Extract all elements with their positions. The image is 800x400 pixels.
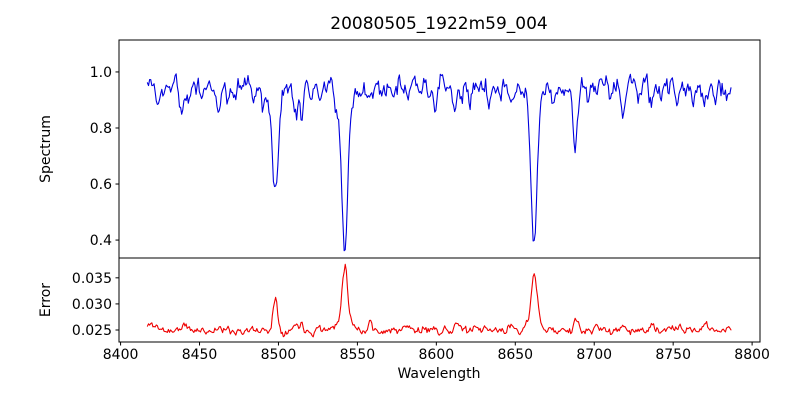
spectrum-line [146, 73, 732, 252]
x-tick-label: 8550 [340, 347, 376, 363]
error-panel-frame [118, 257, 761, 343]
ticks-layer [115, 71, 753, 346]
spectrum-y-tick-label: 0.4 [90, 233, 112, 249]
error-y-tick-label: 0.025 [72, 323, 112, 339]
y-axis-label-spectrum: Spectrum [38, 115, 54, 183]
x-tick-label: 8800 [734, 347, 770, 363]
error-y-tick-label: 0.035 [72, 271, 112, 287]
chart-title: 20080505_1922m59_004 [330, 14, 547, 34]
x-tick-label: 8500 [261, 347, 297, 363]
spectrum-y-tick-label: 0.8 [90, 121, 112, 137]
axes-frames [118, 39, 761, 343]
x-tick-label: 8450 [182, 347, 218, 363]
y-axis-label-error: Error [38, 283, 54, 317]
x-tick-label: 8600 [419, 347, 455, 363]
tick-labels-layer: 0.4 0.6 0.8 1.0 0.025 0.030 0.035 8400 8450 8500 8… [72, 65, 770, 363]
x-tick-label: 8400 [103, 347, 139, 363]
x-tick-label: 8650 [497, 347, 533, 363]
x-axis-label: Wavelength [397, 366, 480, 382]
spectrum-y-tick-label: 1.0 [90, 65, 112, 81]
error-line [146, 263, 732, 338]
curves-layer [146, 73, 732, 338]
x-tick-label: 8750 [655, 347, 691, 363]
error-y-tick-label: 0.030 [72, 297, 112, 313]
spectrum-y-tick-label: 0.6 [90, 177, 112, 193]
x-tick-label: 8700 [576, 347, 612, 363]
